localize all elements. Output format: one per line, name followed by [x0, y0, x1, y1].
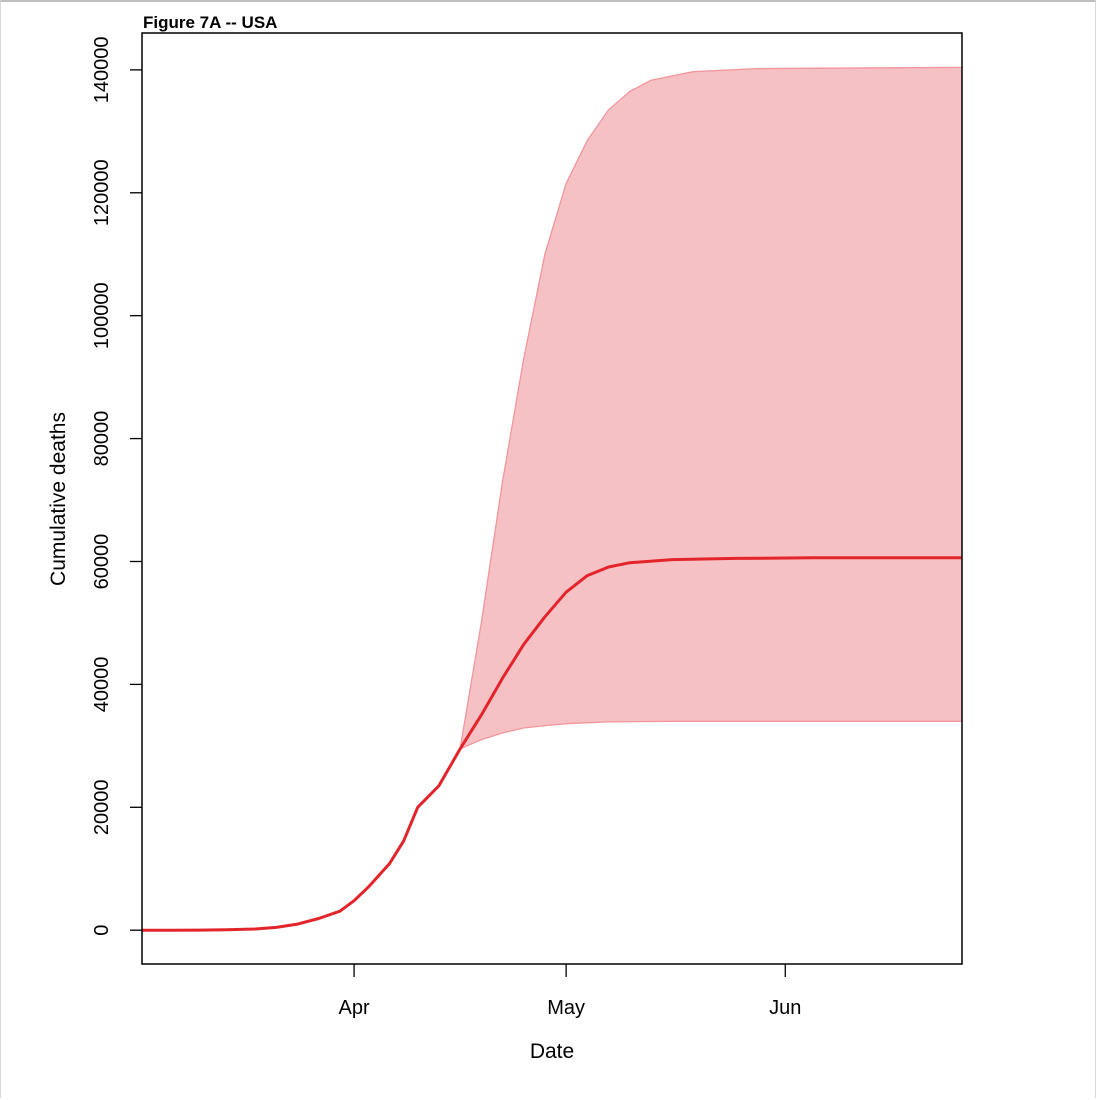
confidence-band — [460, 67, 962, 749]
y-axis: 0 20000 40000 60000 80000 100000 120000 140000 — [91, 37, 142, 936]
y-tick-label: 80000 — [91, 411, 113, 467]
y-tick-label: 120000 — [91, 159, 113, 226]
band-upper-edge — [459, 66, 963, 750]
y-tick-label: 20000 — [91, 779, 113, 835]
y-tick-label: 140000 — [91, 37, 113, 104]
cumulative-deaths-line — [142, 556, 962, 932]
y-tick-label: 0 — [91, 925, 113, 936]
x-tick-label: May — [547, 997, 585, 1019]
band-lower-edge — [459, 720, 962, 750]
y-tick-label: 100000 — [91, 282, 113, 349]
y-tick-label: 40000 — [91, 657, 113, 713]
y-tick-label: 60000 — [91, 534, 113, 590]
x-tick-label: Jun — [769, 997, 801, 1019]
y-axis-label: Cumulative deaths — [47, 412, 70, 586]
chart-title: Figure 7A -- USA — [143, 13, 277, 32]
x-tick-label: Apr — [339, 997, 370, 1019]
x-axis-label: Date — [530, 1040, 574, 1063]
x-axis: Apr May Jun — [339, 964, 801, 1019]
plot-box — [141, 32, 963, 965]
plot-area — [142, 66, 963, 932]
